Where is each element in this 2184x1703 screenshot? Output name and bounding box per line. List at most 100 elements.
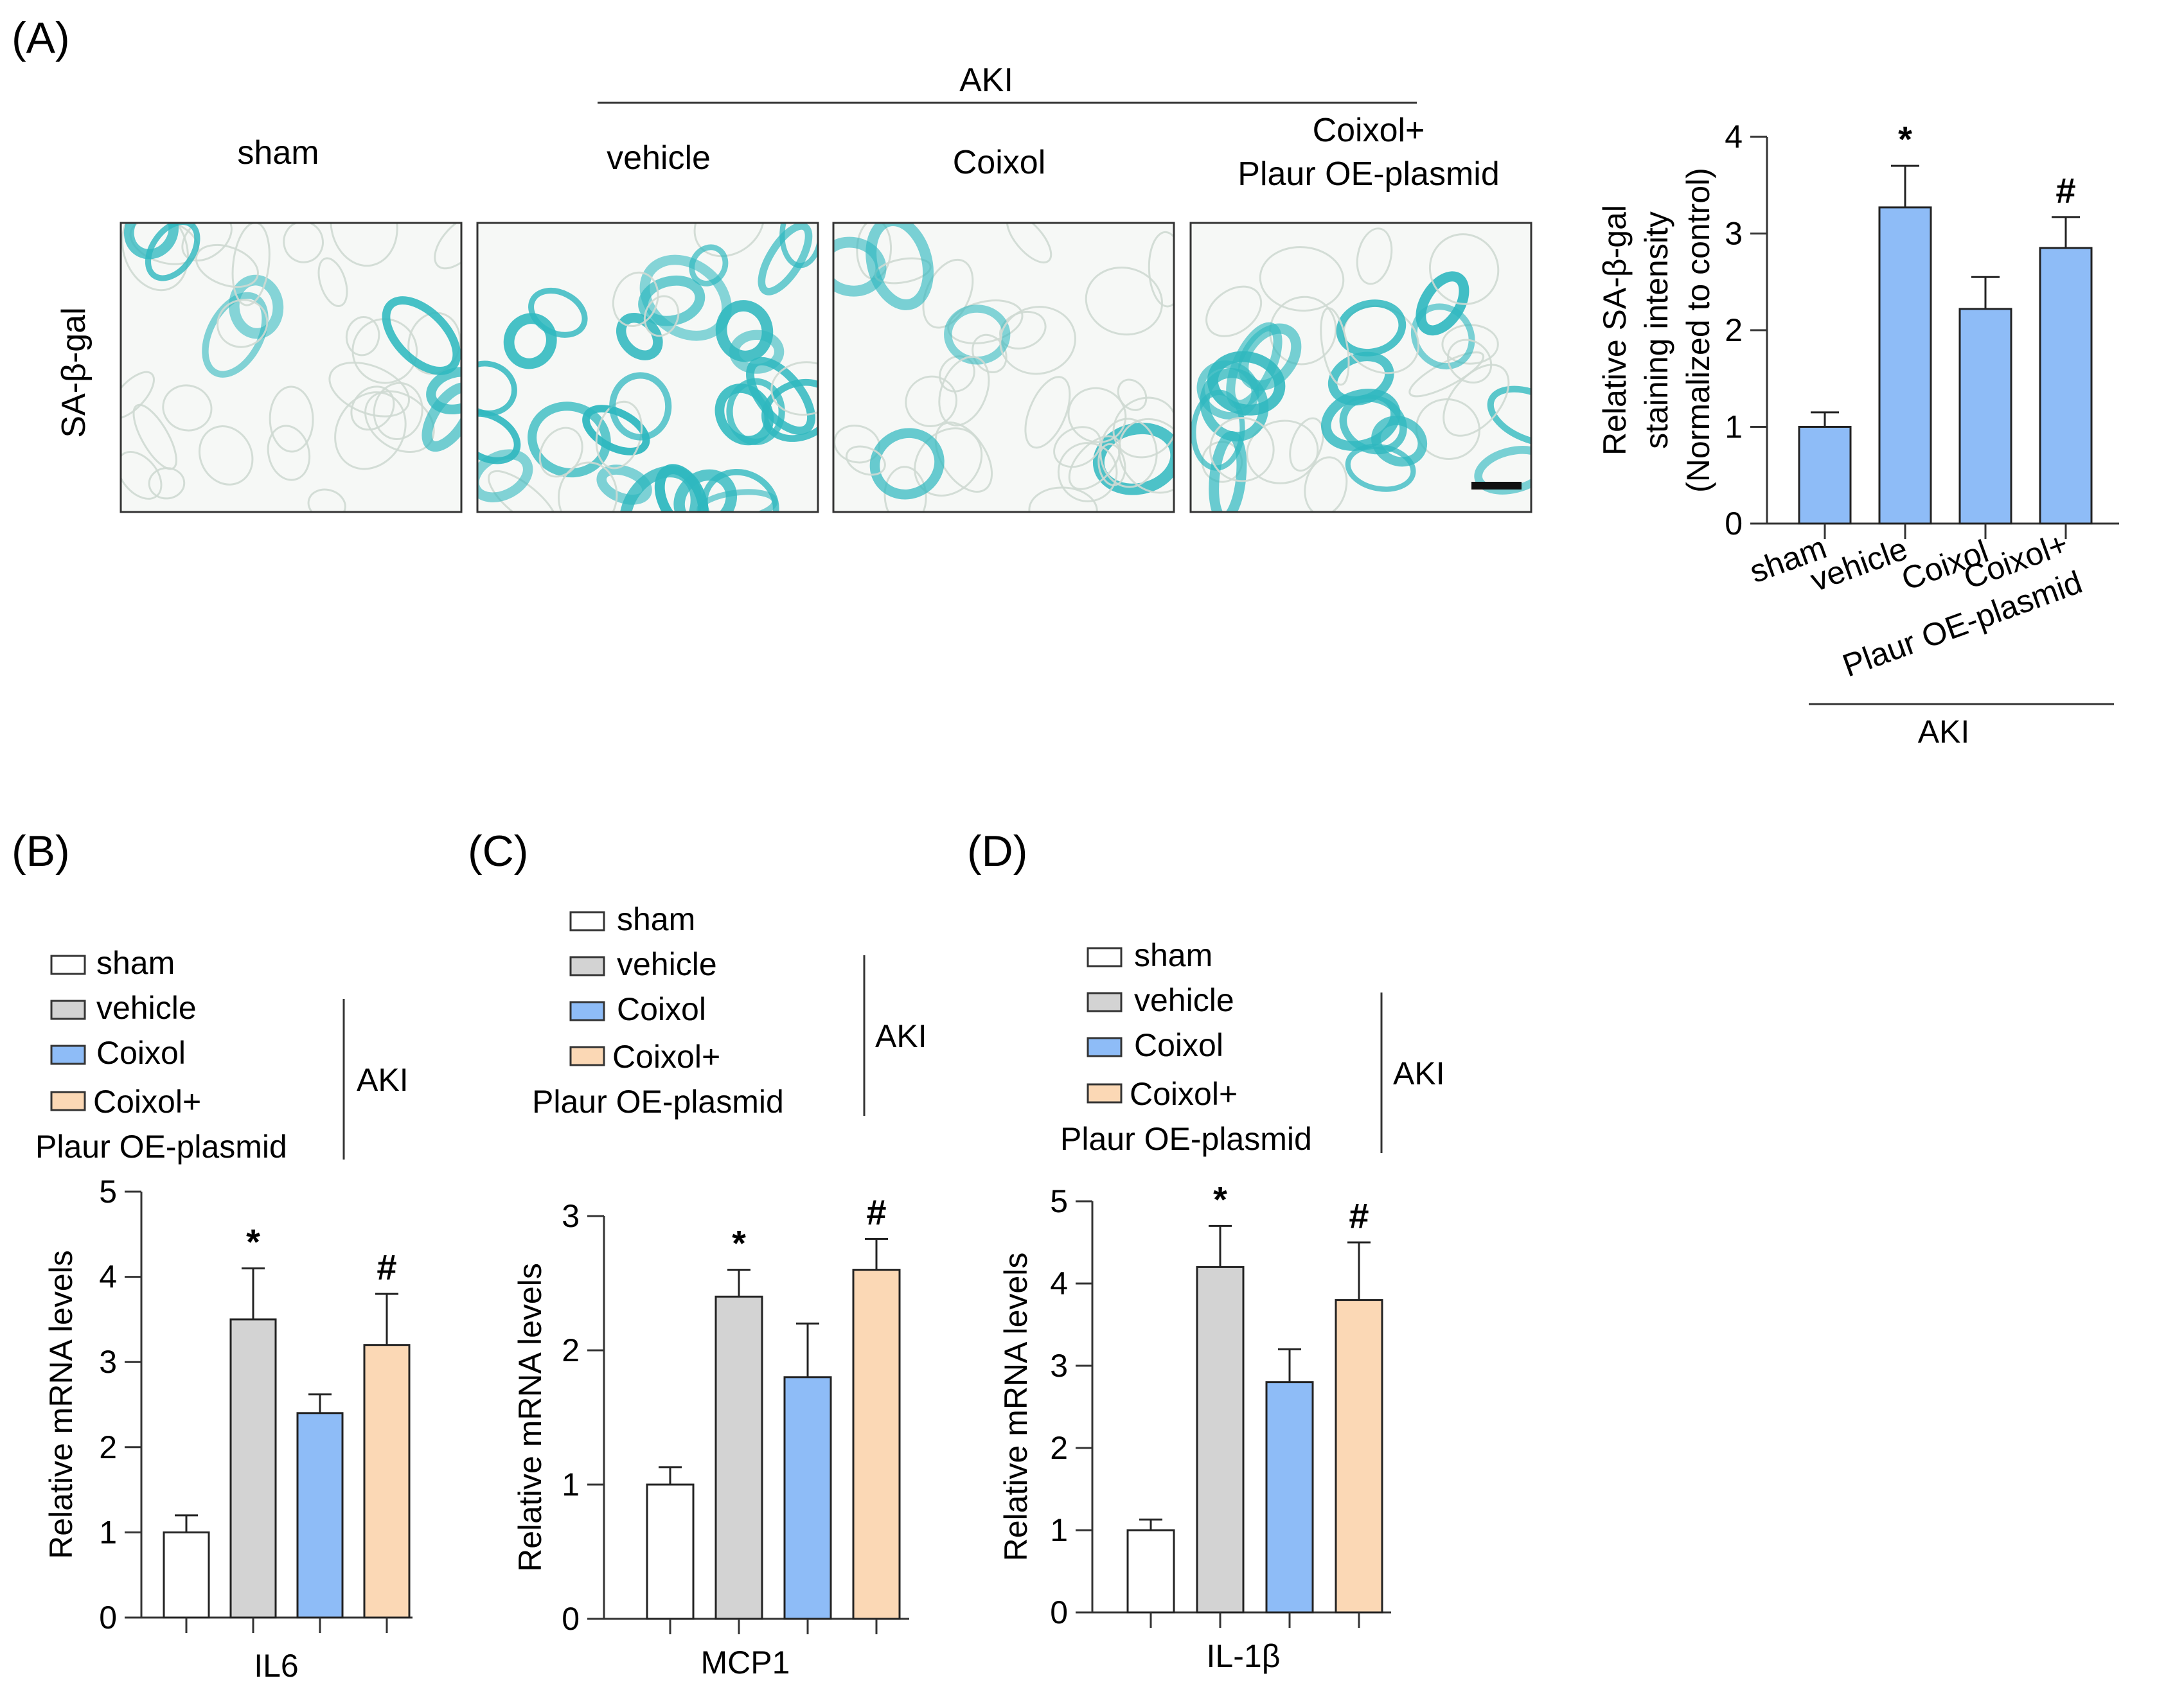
tubule	[121, 371, 155, 419]
chart-b-y-tick-label: 2	[99, 1429, 117, 1465]
chart-d-y-tick-label: 4	[1050, 1266, 1068, 1302]
tubule	[693, 223, 765, 258]
legend-c: sham vehicle Coixol Coixol+ Plaur OE-pla…	[532, 901, 927, 1120]
legend-b-label-sham: sham	[96, 945, 175, 981]
chart-d-y-tick-label: 3	[1050, 1348, 1068, 1384]
tubule	[1053, 426, 1102, 468]
chart-d-y-tick-label: 2	[1050, 1430, 1068, 1466]
legend-b-swatch-coixol-plaur	[50, 1091, 86, 1111]
tubule	[596, 464, 652, 505]
legend-d-aki: AKI	[1393, 1055, 1445, 1091]
chart-a-y-tick-label: 3	[1725, 216, 1743, 252]
tubule	[1428, 233, 1500, 305]
tubule	[538, 427, 583, 478]
tubule	[148, 467, 186, 500]
tubule	[488, 470, 558, 512]
tubule	[609, 372, 672, 441]
tubule	[426, 367, 461, 414]
chart-a-y-label: (Normalized to control)	[1680, 168, 1716, 493]
micrograph-1-tissue	[477, 223, 818, 512]
tubule	[1006, 223, 1052, 264]
image-label-vehicle: vehicle	[607, 139, 711, 177]
chart-d-y-label: Relative mRNA levels	[998, 1253, 1034, 1562]
chart-a-bar-1	[1878, 206, 1932, 525]
chart-d-bar-0	[1126, 1529, 1175, 1614]
legend-d-swatch-vehicle	[1087, 992, 1123, 1012]
chart-a-y-label: staining intensity	[1638, 211, 1674, 449]
legend-d-label-vehicle: vehicle	[1134, 982, 1234, 1018]
legend-c-swatch-coixol-plaur	[569, 1046, 605, 1066]
chart-b: 0 1 2 3 4 5 Relative mRNA levels * # IL6	[43, 1174, 413, 1684]
tubule	[869, 428, 945, 500]
chart-b-y-tick-label: 1	[99, 1514, 117, 1550]
chart-a-significance-mark: *	[1898, 119, 1912, 159]
tubule	[1289, 417, 1324, 472]
tubule	[1371, 416, 1428, 467]
chart-d-significance-mark: *	[1213, 1179, 1227, 1219]
image-label-plaur: Plaur OE-plasmid	[1238, 155, 1499, 193]
legend-b-label-plaur: Plaur OE-plasmid	[35, 1129, 287, 1165]
row-label-sa-b-gal: SA-β-gal	[55, 307, 93, 437]
tubule	[616, 312, 663, 360]
tubule	[528, 401, 611, 478]
tubule	[1336, 299, 1407, 357]
chart-a-significance-mark: #	[2055, 170, 2075, 211]
chart-a-bar-3	[2039, 247, 2093, 525]
tubule	[145, 223, 200, 281]
legend-c-swatch-coixol	[569, 1001, 605, 1021]
tubule	[307, 488, 346, 512]
panel-c-label: (C)	[468, 827, 528, 876]
tubule	[195, 243, 259, 288]
tubule	[1209, 430, 1247, 512]
legend-d-swatch-sham	[1087, 947, 1123, 967]
chart-c-y-tick-label: 2	[562, 1332, 580, 1368]
chart-a-bar-2	[1958, 308, 2012, 525]
chart-c-bar-3	[852, 1269, 901, 1620]
tubule	[1238, 323, 1302, 391]
legend-c-label-plaur: Plaur OE-plasmid	[532, 1084, 784, 1120]
tubule	[345, 316, 380, 357]
chart-d-bar-2	[1265, 1381, 1314, 1614]
micrograph-3-frame	[1189, 222, 1532, 513]
chart-c-bar-2	[783, 1376, 832, 1620]
legend-c-swatch-sham	[569, 911, 605, 931]
micrograph-2-frame	[832, 222, 1175, 513]
micrograph-0-frame	[120, 222, 463, 513]
tubule	[422, 382, 461, 452]
tubule	[202, 292, 269, 378]
tubule	[317, 257, 348, 307]
chart-d-y-tick-label: 0	[1050, 1594, 1068, 1630]
tubule	[434, 223, 461, 270]
panel-b-label: (B)	[12, 827, 70, 876]
scale-bar	[1471, 482, 1522, 490]
legend-b-label-vehicle: vehicle	[96, 990, 197, 1026]
legend-d-label-coixol-plus: Coixol+	[1130, 1076, 1238, 1112]
chart-a-bar-0	[1798, 426, 1852, 525]
tubule	[1097, 443, 1126, 486]
tubule	[1487, 385, 1531, 446]
tubule	[1148, 231, 1174, 308]
legend-c-swatch-vehicle	[569, 956, 605, 976]
chart-a-y-tick-label: 0	[1725, 506, 1743, 542]
chart-b-bar-0	[163, 1531, 210, 1619]
legend-d: sham vehicle Coixol Coixol+ Plaur OE-pla…	[1060, 937, 1445, 1157]
micrograph-1-frame	[476, 222, 819, 513]
chart-c-x-label: MCP1	[701, 1645, 790, 1681]
tubule	[231, 223, 271, 306]
tubule	[770, 361, 818, 416]
tubule	[1415, 398, 1480, 460]
tubule	[1057, 442, 1118, 502]
chart-a-y-label: Relative SA-β-gal	[1597, 205, 1633, 455]
tubule	[121, 450, 163, 500]
legend-b-label-coixol: Coixol	[96, 1035, 186, 1071]
tubule	[1356, 227, 1393, 285]
chart-a: 0 1 2 3 4 Relative SA-β-gal staining intensity…	[1597, 119, 2119, 750]
chart-c-bar-1	[715, 1295, 763, 1620]
tubule	[689, 244, 729, 287]
tubule	[557, 461, 618, 512]
tubule	[1269, 296, 1337, 366]
chart-b-significance-mark: #	[377, 1247, 396, 1287]
legend-d-label-coixol: Coixol	[1134, 1027, 1223, 1063]
tubule	[643, 295, 680, 337]
